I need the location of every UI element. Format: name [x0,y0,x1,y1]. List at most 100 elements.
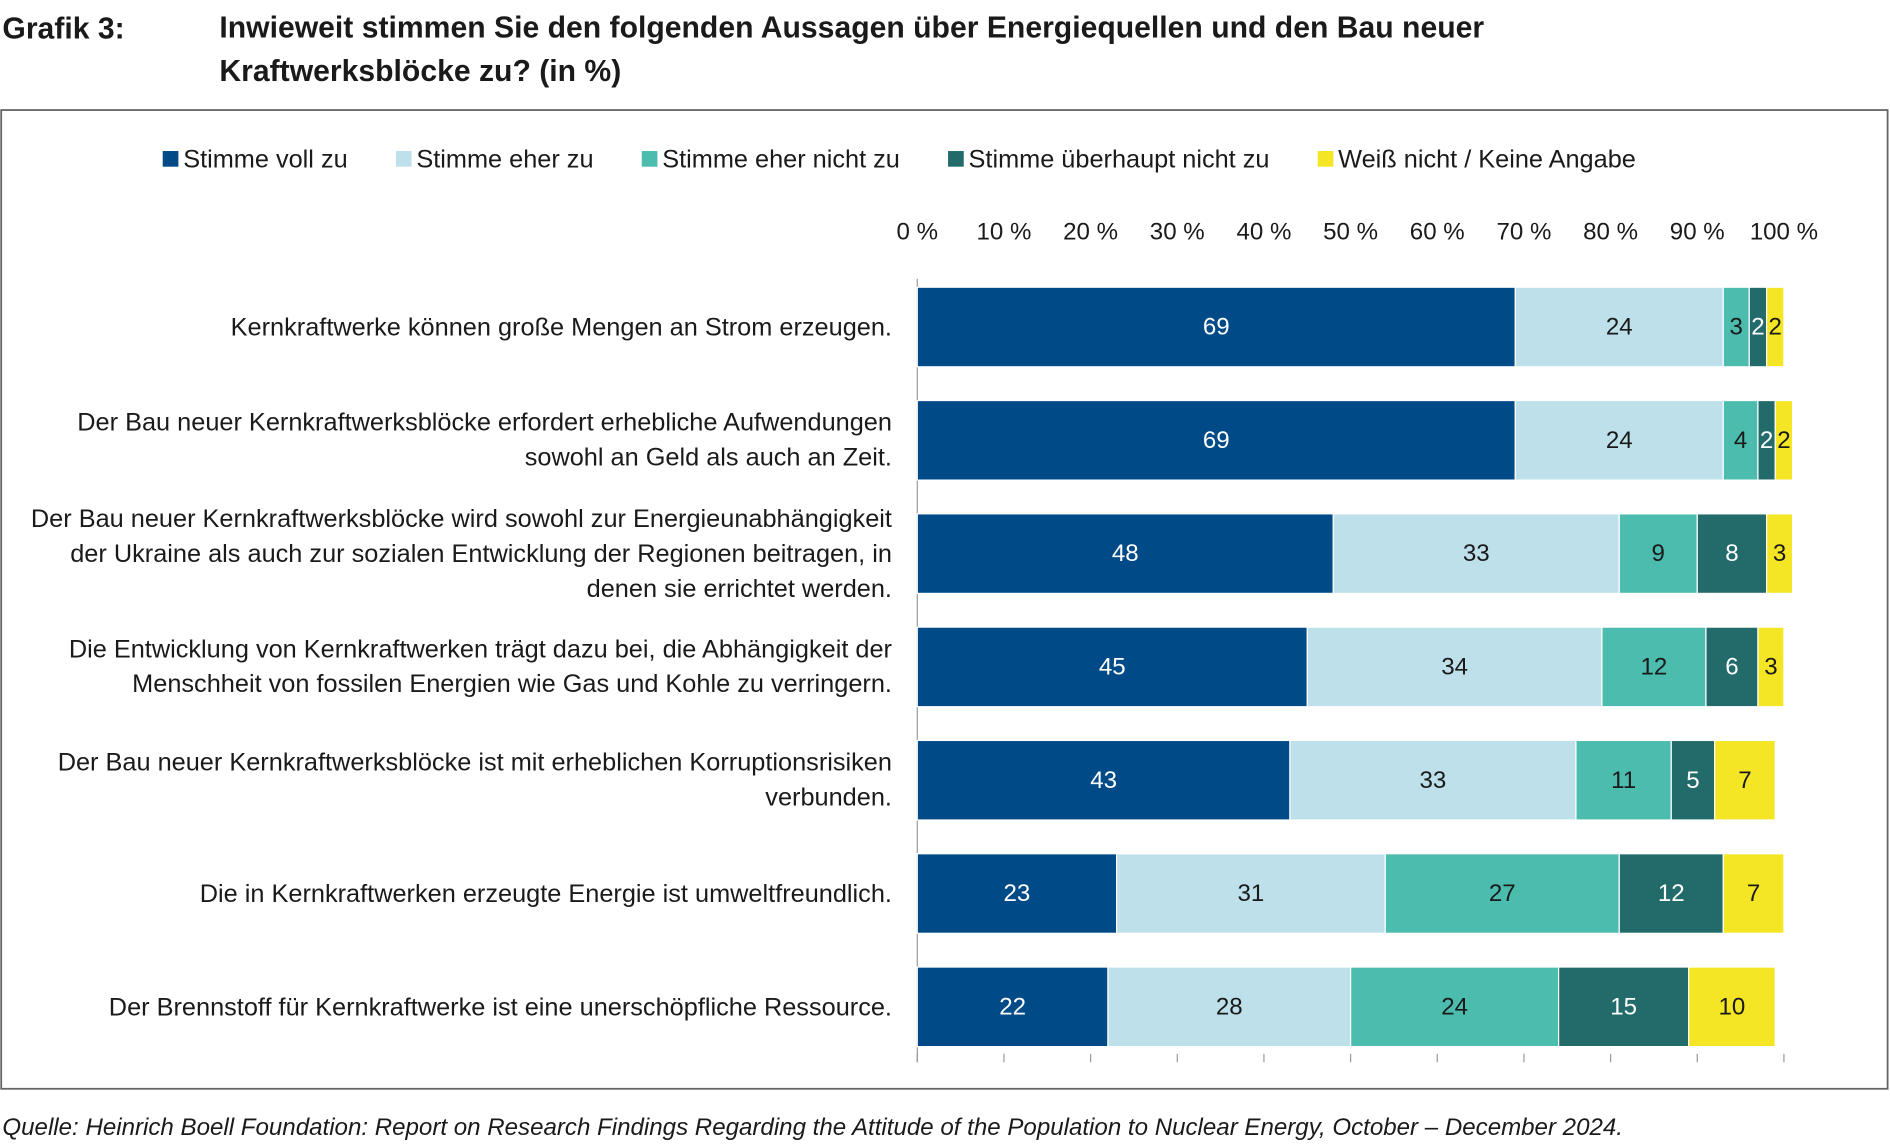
category-box: Kernkraftwerke können große Mengen an St… [230,313,892,341]
x-tick-label: 0 % [897,218,939,245]
value-label: 33 [1463,540,1490,567]
x-tick-label: 80 % [1583,218,1638,245]
bar-segment [1514,286,1724,368]
value-label: 7 [1747,880,1760,907]
legend-swatch [162,151,179,167]
bar-segment [916,626,1308,708]
value-label: 3 [1764,653,1777,680]
value-label: 2 [1777,427,1790,454]
bar-segment [916,286,1516,368]
value-label: 11 [1611,767,1636,794]
category-label: Kernkraftwerke können große Mengen an St… [230,313,892,341]
bar-segment [916,739,1291,821]
value-label: 31 [1238,880,1265,907]
bar-segment [1722,399,1759,481]
category-label: Der Bau neuer Kernkraftwerksblöcke wird … [30,504,892,603]
legend-label: Stimme eher nicht zu [662,145,900,173]
bar-segment [1765,286,1785,368]
source: Quelle: Heinrich Boell Foundation: Repor… [2,1114,1623,1141]
value-label: 33 [1420,767,1447,794]
x-tick-label: 20 % [1063,218,1118,245]
value-label: 3 [1730,314,1743,341]
bar-segment [1289,739,1577,821]
bar-segment [1601,626,1707,708]
bar-segment [1722,853,1785,934]
bar-segment [1713,739,1776,821]
category-label: Der Bau neuer Kernkraftwerksblöcke erfor… [77,408,892,472]
bar-segment [1696,513,1768,594]
bar-segment [1670,739,1716,821]
legend-swatch [1317,151,1334,167]
category-box: Die in Kernkraftwerken erzeugte Energie … [200,880,892,908]
x-tick-label: 100 % [1750,218,1818,245]
value-label: 10 [1719,993,1746,1020]
bar-segment [1765,513,1794,594]
value-label: 6 [1725,653,1738,680]
bar-segment [1116,853,1386,934]
bar-segment [916,966,1109,1048]
bar-segment [1514,399,1724,481]
bar-segment [1705,626,1759,708]
x-tick-label: 40 % [1236,218,1291,245]
x-tick-label: 60 % [1410,218,1465,245]
value-label: 48 [1112,540,1139,567]
value-label: 2 [1751,314,1764,341]
legend-swatch [948,151,964,167]
value-label: 69 [1203,427,1230,454]
value-label: 4 [1734,427,1747,454]
bar-segment [1575,739,1672,821]
legend-label: Stimme voll zu [183,145,347,173]
bar-segment [916,513,1334,594]
x-tick-label: 90 % [1670,218,1725,245]
value-label: 15 [1610,993,1637,1020]
legend-swatch [395,151,412,167]
value-label: 34 [1441,653,1468,680]
value-label: 2 [1760,427,1773,454]
legend-label: Weiß nicht / Keine Angabe [1338,145,1636,173]
chart-title: Inwieweit stimmen Sie den folgenden Auss… [219,11,1485,89]
value-label: 5 [1686,767,1699,794]
bar-segment [1349,966,1560,1048]
chart-label: Grafik 3: [2,12,124,45]
x-tick-label: 30 % [1150,218,1205,245]
value-label: 2 [1769,314,1782,341]
category-box: Der Bau neuer Kernkraftwerksblöcke wird … [30,504,892,603]
bar-segment [1332,513,1620,594]
bar-segment [1107,966,1352,1048]
value-label: 24 [1441,993,1468,1020]
category-label: Die Entwicklung von Kernkraftwerken träg… [68,635,892,699]
title-box: Inwieweit stimmen Sie den folgenden Auss… [219,11,1485,89]
value-label: 69 [1203,314,1230,341]
value-label: 9 [1652,540,1665,567]
bar-segment [1687,966,1776,1048]
value-label: 24 [1606,314,1633,341]
value-label: 28 [1216,993,1243,1020]
value-label: 12 [1658,880,1685,907]
bar-segment [1384,853,1620,934]
value-label: 3 [1773,540,1786,567]
value-label: 12 [1641,653,1668,680]
value-label: 24 [1606,427,1633,454]
category-box: Die Entwicklung von Kernkraftwerken träg… [68,635,892,699]
bar-segment [916,853,1118,934]
category-box: Der Brennstoff für Kernkraftwerke ist ei… [108,992,892,1021]
category-box: Der Bau neuer Kernkraftwerksblöcke ist m… [57,748,892,812]
category-label: Der Brennstoff für Kernkraftwerke ist ei… [108,992,892,1021]
value-label: 7 [1738,767,1751,794]
category-label: Der Bau neuer Kernkraftwerksblöcke ist m… [57,748,892,812]
value-label: 45 [1099,653,1126,680]
value-label: 8 [1725,540,1738,567]
x-tick-label: 70 % [1496,218,1551,245]
bar-segment [1722,286,1750,368]
x-tick-label: 50 % [1323,218,1378,245]
bar-segment [1618,513,1698,594]
bar-segment [1306,626,1603,708]
bar-segment [1757,626,1785,708]
value-label: 23 [1004,880,1031,907]
legend-swatch [641,151,658,167]
bar-segment [916,399,1516,481]
bar-segment [1774,399,1794,481]
bar-segment [1557,966,1690,1048]
